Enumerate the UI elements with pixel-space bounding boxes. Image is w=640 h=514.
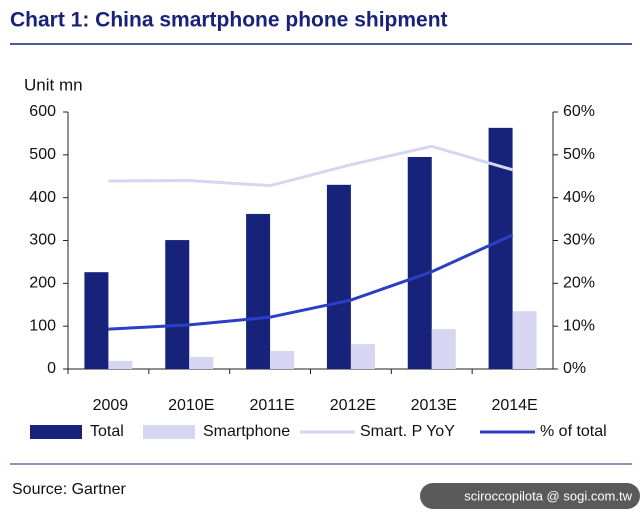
legend-label: Smart. P YoY xyxy=(360,423,455,440)
bar xyxy=(246,213,271,369)
x-tick-label: 2014E xyxy=(491,397,537,414)
line xyxy=(108,233,514,331)
bar xyxy=(407,156,432,369)
y-tick-label: 500 xyxy=(29,146,56,163)
y-tick-label: 0 xyxy=(47,360,56,377)
bar xyxy=(512,311,537,369)
y2-tick-label: 60% xyxy=(563,103,595,120)
legend-swatch xyxy=(143,425,195,439)
legend-label: Total xyxy=(90,423,124,440)
y-tick-label: 300 xyxy=(29,232,56,249)
watermark: sciroccopilota @ sogi.com.tw xyxy=(464,488,632,503)
bar xyxy=(431,329,456,369)
legend-label: Smartphone xyxy=(203,423,290,440)
y2-tick-label: 30% xyxy=(563,232,595,249)
x-tick-label: 2010E xyxy=(168,397,214,414)
bar xyxy=(165,240,190,369)
y2-tick-label: 0% xyxy=(563,360,586,377)
legend-label: % of total xyxy=(540,423,607,440)
y2-tick-label: 10% xyxy=(563,317,595,334)
line xyxy=(108,144,514,188)
bar xyxy=(326,184,351,369)
bar xyxy=(189,357,214,369)
chart-title: Chart 1: China smartphone phone shipment xyxy=(10,9,448,32)
bar xyxy=(84,272,109,369)
y2-tick-label: 50% xyxy=(563,146,595,163)
y2-tick-label: 20% xyxy=(563,275,595,292)
x-tick-label: 2009 xyxy=(93,397,129,414)
source: Source: Gartner xyxy=(12,481,127,498)
y2-tick-label: 40% xyxy=(563,189,595,206)
x-tick-label: 2012E xyxy=(330,397,376,414)
y-tick-label: 400 xyxy=(29,189,56,206)
y-tick-label: 200 xyxy=(29,275,56,292)
x-tick-label: 2011E xyxy=(250,397,295,414)
y-tick-label: 600 xyxy=(29,103,56,120)
bar xyxy=(270,351,295,369)
watermark-bg xyxy=(420,483,640,509)
bar xyxy=(108,360,133,369)
bar xyxy=(350,344,375,369)
y-tick-label: 100 xyxy=(29,317,56,334)
x-tick-label: 2013E xyxy=(411,397,457,414)
y-axis-label: Unit mn xyxy=(24,75,83,94)
legend-swatch xyxy=(30,425,82,439)
